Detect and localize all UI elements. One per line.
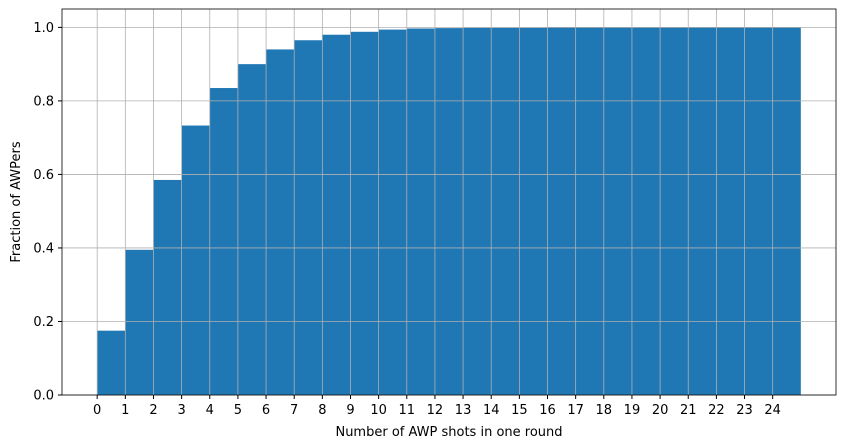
bar <box>322 34 351 395</box>
x-tick-label: 9 <box>346 403 354 418</box>
x-tick-label: 22 <box>708 403 725 418</box>
x-tick-label: 15 <box>511 403 528 418</box>
bar <box>294 40 323 395</box>
x-tick-label: 19 <box>624 403 641 418</box>
x-tick-label: 8 <box>318 403 326 418</box>
bar <box>181 125 210 395</box>
y-tick-label: 0.6 <box>33 168 54 183</box>
x-tick-label: 14 <box>483 403 500 418</box>
bar <box>631 27 661 396</box>
y-tick-label: 0.4 <box>33 241 54 256</box>
x-tick-label: 5 <box>234 403 242 418</box>
axes-frame <box>61 8 837 396</box>
bar <box>434 28 464 396</box>
x-tick-label: 10 <box>370 403 387 418</box>
bar <box>153 179 182 395</box>
x-tick-label: 16 <box>539 403 556 418</box>
x-tick-label: 24 <box>764 403 781 418</box>
bar <box>406 28 435 395</box>
bar <box>491 27 520 396</box>
bar <box>463 27 492 396</box>
x-tick-label: 0 <box>93 403 101 418</box>
x-tick-label: 21 <box>680 403 697 418</box>
y-tick-label: 0.2 <box>33 315 54 330</box>
y-tick-label: 0.0 <box>33 389 54 404</box>
bar <box>744 27 773 396</box>
x-tick-label: 4 <box>206 403 214 418</box>
bar <box>209 88 238 396</box>
x-tick-label: 3 <box>177 403 185 418</box>
x-tick-label: 1 <box>121 403 129 418</box>
y-tick-label: 1.0 <box>33 21 54 36</box>
x-tick-label: 6 <box>262 403 270 418</box>
bar <box>772 27 801 396</box>
x-tick-label: 13 <box>455 403 472 418</box>
bar <box>350 31 379 395</box>
bar <box>125 249 154 395</box>
bar <box>547 27 576 396</box>
bar <box>603 27 632 396</box>
x-tick-label: 17 <box>567 403 584 418</box>
bar <box>378 29 407 395</box>
y-axis-label: Fraction of AWPers <box>9 141 24 262</box>
x-axis-label: Number of AWP shots in one round <box>335 425 562 440</box>
x-tick-label: 2 <box>149 403 157 418</box>
x-tick-label: 20 <box>652 403 669 418</box>
x-tick-label: 12 <box>427 403 444 418</box>
bar <box>716 27 745 396</box>
bar <box>519 27 548 396</box>
bar <box>575 27 604 396</box>
bar <box>266 49 295 395</box>
bar <box>688 27 717 396</box>
x-tick-label: 11 <box>399 403 416 418</box>
x-tick-label: 23 <box>736 403 753 418</box>
bar <box>237 64 267 396</box>
bar <box>660 27 689 396</box>
y-tick-label: 0.8 <box>33 94 54 109</box>
x-tick-label: 18 <box>596 403 613 418</box>
x-tick-label: 7 <box>290 403 298 418</box>
bar <box>97 330 126 395</box>
